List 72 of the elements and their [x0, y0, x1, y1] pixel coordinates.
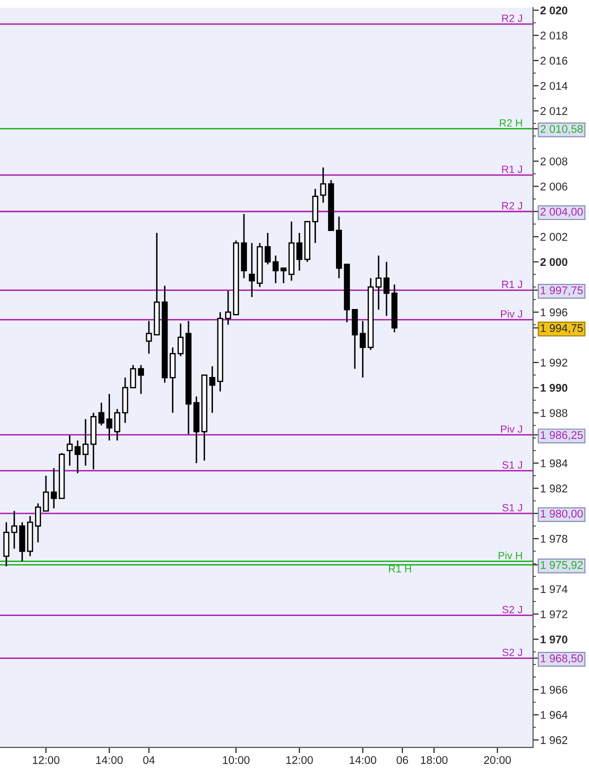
candlestick: [138, 364, 144, 395]
x-tick-label: 06: [396, 756, 408, 764]
x-tick-label: 04: [143, 756, 155, 764]
candlestick: [320, 166, 326, 204]
y-tick-label: 1 990: [540, 384, 568, 392]
y-tick-label: 1 978: [540, 534, 568, 543]
y-tick-label: 2 008: [540, 157, 568, 166]
y-tick-label: 1 968,50: [540, 654, 583, 664]
candlestick: [248, 242, 255, 298]
y-tick-label: 1 996: [540, 308, 568, 316]
candlestick: [170, 346, 176, 414]
y-tick-label: 2 004,00: [540, 208, 583, 217]
y-tick-label: 1 980,00: [540, 510, 583, 519]
y-tick-label: 2 014: [540, 82, 568, 90]
y-tick-label: 1 974: [540, 585, 568, 594]
y-tick-label: 1 994,75: [540, 324, 583, 334]
candlestick: [384, 261, 390, 317]
x-tick-label: 14:00: [350, 756, 376, 764]
y-tick-label: 1 984: [540, 459, 568, 468]
y-tick-label: 2 000: [540, 258, 568, 266]
y-tick-label: 1 997,75: [540, 286, 583, 296]
candlestick: [98, 402, 104, 426]
x-tick-label: 10:00: [222, 756, 250, 764]
ref-line-label: R1 J: [502, 280, 522, 288]
candlestick: [50, 467, 57, 510]
y-tick-label: 1 972: [540, 610, 568, 618]
ref-line-label: Piv H: [498, 552, 522, 560]
y-tick-label: 2 012: [540, 107, 568, 115]
y-tick-label: 1 966: [540, 686, 568, 694]
candlestick: [35, 502, 42, 544]
candlestick: [146, 320, 152, 354]
y-tick-label: 1 964: [540, 711, 568, 719]
y-tick-label: 1 988: [540, 409, 568, 417]
candlestick: [296, 232, 302, 272]
x-tick-label: 20:00: [484, 756, 511, 764]
candlestick: [74, 440, 81, 474]
ref-line-label: R2 J: [502, 202, 522, 210]
y-tick-label: 2 018: [540, 32, 568, 40]
ref-line-label: R1 J: [502, 166, 522, 173]
ref-line-label: S2 J: [502, 606, 522, 614]
candlestick: [272, 254, 279, 284]
y-tick-label: 2 016: [540, 56, 568, 65]
y-tick-label: 1 975,92: [540, 561, 583, 570]
y-tick-label: 1 962: [540, 736, 568, 744]
y-tick-label: 1 970: [540, 636, 568, 644]
y-tick-label: 1 982: [540, 484, 568, 492]
y-tick-label: 2 002: [540, 232, 568, 241]
ref-line-label: S1 J: [502, 461, 522, 469]
y-tick-label: 2 020: [540, 6, 568, 14]
y-tick-label: 2 010,58: [540, 124, 583, 134]
y-tick-label: 1 992: [540, 358, 568, 367]
ref-line-label: S2 J: [502, 648, 522, 656]
y-tick-label: 1 986,25: [540, 431, 583, 440]
x-tick-label: 12:00: [32, 756, 60, 764]
y-tick-label: 2 006: [540, 182, 568, 190]
x-tick-label: 18:00: [420, 756, 448, 764]
ref-line-label: R2 J: [502, 14, 522, 22]
x-tick-label: 14:00: [96, 756, 123, 764]
ref-line-label: Piv J: [501, 310, 522, 318]
candlestick: [178, 322, 184, 357]
candlestick: [42, 475, 49, 512]
ref-line-label: R2 H: [500, 119, 522, 127]
ref-line-label: S1 J: [502, 504, 522, 512]
candlestick: [130, 364, 136, 388]
candlestick: [3, 522, 10, 567]
candlestick: [225, 290, 232, 326]
candlestick: [66, 434, 73, 466]
x-tick-label: 12:00: [286, 756, 313, 764]
candlestick: [280, 267, 287, 284]
ref-line-label: Piv J: [501, 425, 522, 433]
candlestick: [82, 418, 89, 466]
candlestick: [376, 254, 382, 310]
